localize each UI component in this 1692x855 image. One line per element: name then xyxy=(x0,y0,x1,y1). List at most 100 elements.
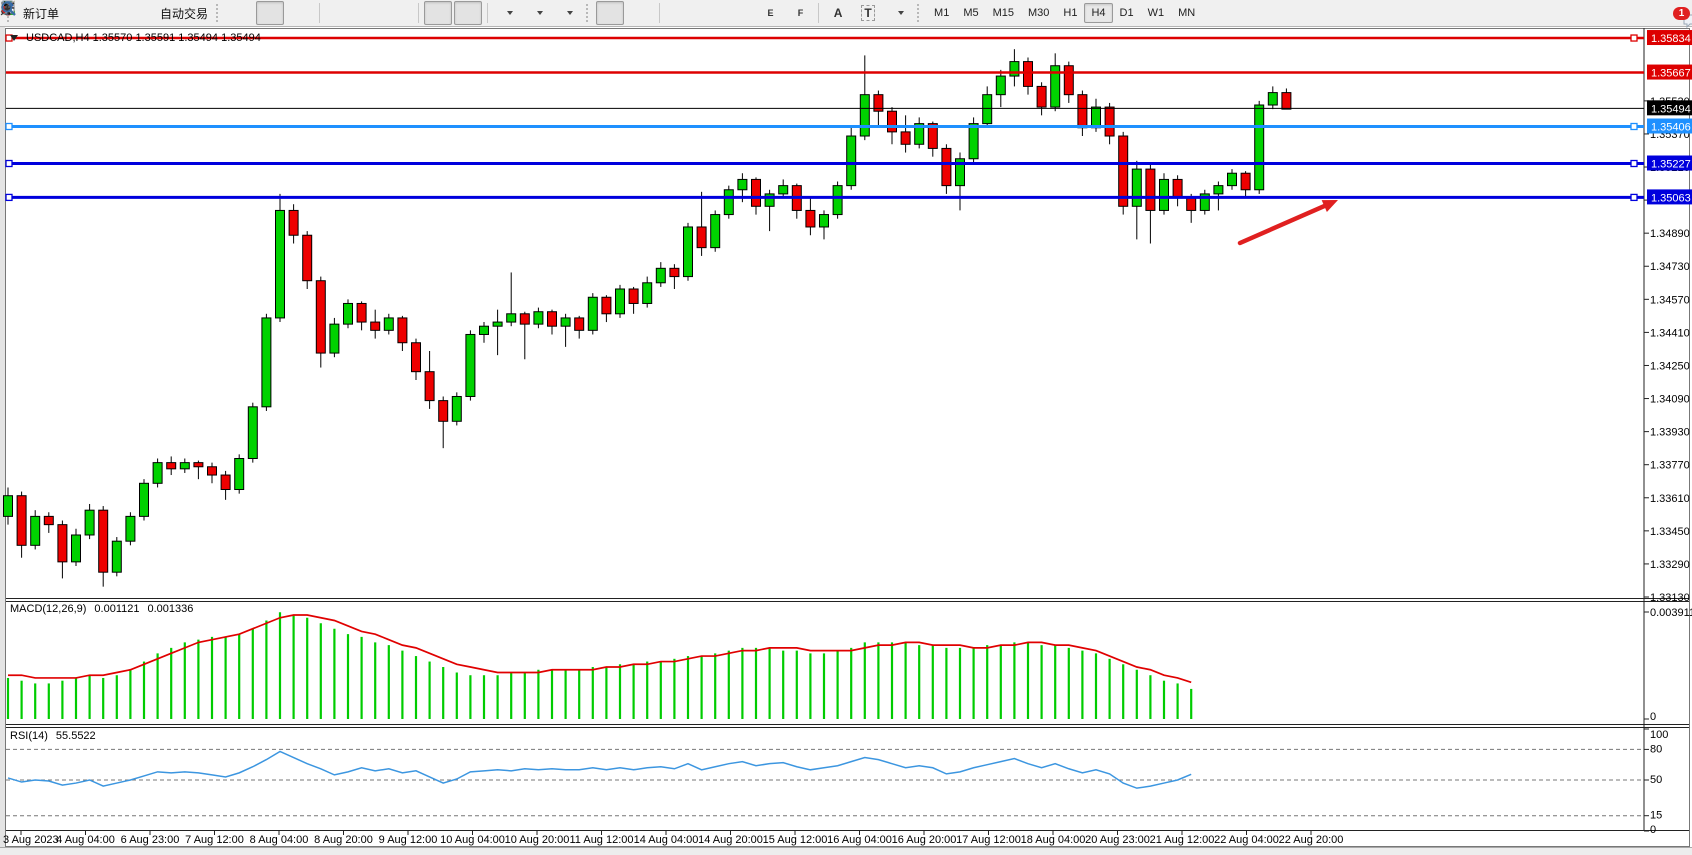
timeframe-mn[interactable]: MN xyxy=(1178,7,1196,19)
candle-bull xyxy=(642,282,653,304)
line-chart-button[interactable] xyxy=(1,1,314,25)
trend-arrow-shaft[interactable] xyxy=(1237,201,1332,246)
auto-scroll-button[interactable] xyxy=(1,1,453,25)
timeframe-h1[interactable]: H1 xyxy=(1063,7,1078,19)
rsi-line xyxy=(7,750,1192,789)
toolbar-grip xyxy=(917,4,922,22)
timeframe-w1[interactable]: W1 xyxy=(1147,7,1165,19)
candle-bull xyxy=(506,313,517,323)
text-tool-button[interactable]: A xyxy=(824,1,852,25)
macd-value-signal: 0.001336 xyxy=(147,603,194,615)
new-order-button[interactable]: 新订单 xyxy=(2,0,62,25)
candle-bull xyxy=(1050,65,1061,108)
timeframe-m15[interactable]: M15 xyxy=(992,7,1014,19)
candle-bear xyxy=(887,110,897,133)
toolbar-separator xyxy=(818,3,820,23)
timeframe-d1[interactable]: D1 xyxy=(1119,7,1134,19)
candle-bear xyxy=(519,313,530,325)
hline-handle[interactable] xyxy=(5,193,13,202)
candle-bull xyxy=(1213,185,1224,195)
candle-bear xyxy=(193,462,204,468)
oneclick-collapse-icon[interactable] xyxy=(10,35,18,42)
candle-bull xyxy=(30,515,41,546)
new-chart-button[interactable] xyxy=(1,0,92,25)
symbol-ohlc-title: USDCAD,H4 1.35570 1.35591 1.35494 1.3549… xyxy=(26,32,261,44)
candle-bear xyxy=(411,342,421,373)
equidistant-channel-button[interactable]: E xyxy=(0,1,783,25)
candle-bull xyxy=(846,135,857,187)
fibonacci-button[interactable]: F xyxy=(1,1,813,25)
toolbar-separator xyxy=(659,3,661,23)
timeframe-m30[interactable]: M30 xyxy=(1028,7,1050,19)
text-tool-glyph: A xyxy=(833,6,843,20)
date-label: 14 Aug 04:00 xyxy=(634,834,699,846)
timeframe-m1[interactable]: M1 xyxy=(934,7,950,19)
candle-bull xyxy=(1091,106,1101,129)
candle-bear xyxy=(424,371,435,402)
zoom-out-button[interactable] xyxy=(1,1,383,25)
bar-chart-button[interactable] xyxy=(2,1,254,25)
hline-handle[interactable] xyxy=(1630,122,1638,131)
candle-bull xyxy=(683,226,693,278)
candle-bull xyxy=(261,317,272,408)
text-label-button[interactable]: T xyxy=(854,1,882,25)
timeframe-m5[interactable]: M5 xyxy=(963,7,979,19)
candle-bear xyxy=(98,509,109,573)
templates-dropdown-caret[interactable] xyxy=(566,11,573,15)
signals-icon-button[interactable] xyxy=(1,1,152,25)
candle-bear xyxy=(288,209,299,236)
periods-dropdown-caret[interactable] xyxy=(536,11,543,15)
window-bottom-strip xyxy=(0,848,1692,855)
rsi-scale-label: 50 xyxy=(1650,774,1662,786)
candle-bear xyxy=(805,209,816,228)
trend-arrow-head[interactable] xyxy=(1321,200,1338,212)
price-badge-label: 1.35406 xyxy=(1651,122,1691,134)
templates-button[interactable] xyxy=(1,1,581,25)
arrows-dropdown-caret[interactable] xyxy=(897,11,904,15)
channel-glyph: E xyxy=(767,8,774,18)
date-label: 8 Aug 04:00 xyxy=(250,834,309,846)
auto-trading-button[interactable]: 自动交易 xyxy=(1,1,211,25)
candle-bull xyxy=(451,395,462,422)
hline-handle[interactable] xyxy=(1630,159,1638,168)
candle-bull xyxy=(139,482,149,517)
cursor-button[interactable] xyxy=(4,1,625,25)
candle-bull xyxy=(1009,61,1020,77)
hline-handle[interactable] xyxy=(1630,34,1638,42)
rsi-pane xyxy=(6,748,1644,817)
hline-handle[interactable] xyxy=(5,122,13,131)
trend-arrow[interactable] xyxy=(1237,200,1338,246)
macd-signal-line xyxy=(8,614,1192,684)
candle-bear xyxy=(873,94,884,112)
candle-bear xyxy=(669,267,680,278)
indicators-button[interactable] xyxy=(1,1,521,25)
candlestick-chart-button[interactable] xyxy=(2,1,285,25)
hline-handle[interactable] xyxy=(5,159,13,168)
auto-trading-label: 自动交易 xyxy=(160,6,209,21)
candle-bear xyxy=(628,288,639,304)
candle-bull xyxy=(955,158,965,187)
zoom-in-button[interactable] xyxy=(1,1,353,25)
macd-name: MACD(12,26,9) xyxy=(10,603,87,615)
timeframe-h4[interactable]: H4 xyxy=(1084,3,1113,23)
profile-button[interactable] xyxy=(0,1,122,25)
candle-bull xyxy=(479,325,489,335)
indicators-dropdown-caret[interactable] xyxy=(506,11,513,15)
crosshair-button[interactable] xyxy=(2,1,654,25)
vertical-line-button[interactable] xyxy=(7,1,693,25)
candle-bear xyxy=(751,178,761,207)
hline-handle[interactable] xyxy=(1630,193,1638,202)
trendline-button[interactable] xyxy=(1,1,753,25)
arrows-button[interactable] xyxy=(1,1,912,25)
date-label: 15 Aug 12:00 xyxy=(763,834,828,846)
periods-button[interactable] xyxy=(1,1,551,25)
tile-windows-button[interactable] xyxy=(1,1,413,25)
horizontal-line-button[interactable] xyxy=(2,1,723,25)
chart-shift-button[interactable] xyxy=(1,1,483,25)
candle-bear xyxy=(397,317,408,344)
toolbar-grip xyxy=(586,4,591,22)
date-label: 10 Aug 20:00 xyxy=(505,834,570,846)
hlines-layer xyxy=(5,34,1644,202)
candle-bear xyxy=(1186,197,1197,211)
